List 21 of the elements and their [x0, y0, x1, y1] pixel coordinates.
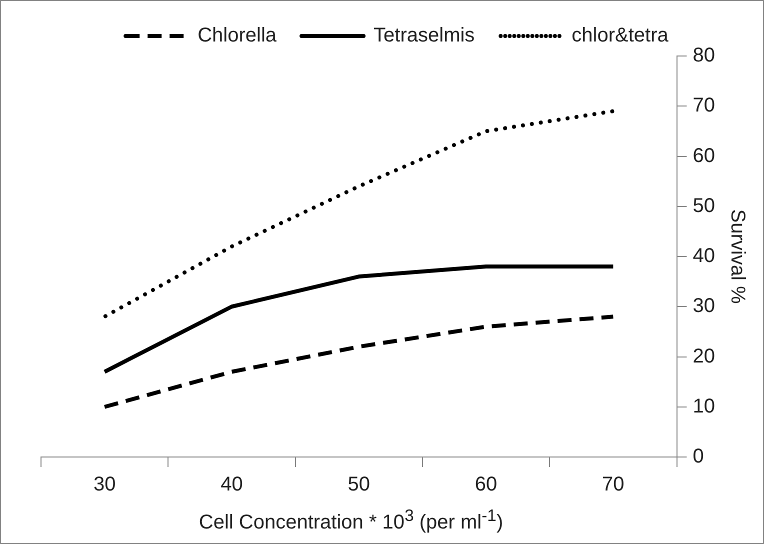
y-tick-label: 10 [692, 395, 716, 418]
y-tick-label: 40 [692, 245, 716, 268]
legend-label: chlor&tetra [572, 24, 670, 47]
y-axis-title: Survival % [726, 209, 748, 304]
x-axis-title: Cell Concentration * 10$^{3}$ (per ml$^{-1}$) [198, 506, 504, 535]
y-tick-label: 0 [692, 446, 704, 468]
x-tick-label: 50 [348, 474, 370, 496]
legend-label: Tetraselmis [374, 24, 475, 47]
y-tick-label: 20 [692, 345, 716, 368]
x-tick-label: 30 [93, 474, 116, 496]
line-series [102, 314, 616, 409]
y-tick-label: 80 [692, 44, 716, 67]
y-tick-label: 50 [692, 194, 716, 217]
x-tick-label: 70 [602, 474, 624, 496]
x-tick-label: 60 [474, 474, 498, 496]
y-tick-label: 70 [692, 94, 716, 117]
line-series [102, 109, 616, 319]
y-tick-label: 30 [692, 295, 716, 318]
y-tick-label: 60 [692, 144, 716, 167]
x-tick-label: 40 [220, 474, 243, 496]
legend-label: Chlorella [198, 24, 278, 47]
